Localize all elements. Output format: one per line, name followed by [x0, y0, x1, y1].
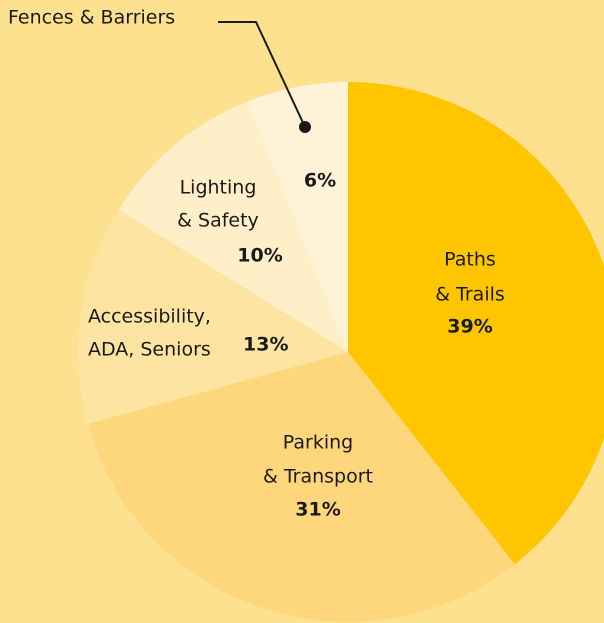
callout-line	[218, 21, 306, 128]
slice-label: & Safety	[177, 210, 259, 232]
slice-label: Lighting	[180, 177, 257, 199]
slice-label: Parking	[283, 432, 353, 454]
pie-slice	[247, 82, 348, 352]
callout-dot	[299, 121, 311, 133]
slice-label: ADA, Seniors	[88, 339, 211, 361]
slice-value-label: 39%	[447, 316, 492, 338]
slice-value-label: 13%	[243, 334, 288, 356]
slice-label: Paths	[444, 249, 496, 271]
slice-value-label: 10%	[237, 245, 282, 267]
slice-value-label: 6%	[304, 170, 336, 192]
pie-slice	[118, 101, 349, 352]
slice-label: & Trails	[435, 284, 505, 306]
pie-slice	[348, 82, 604, 565]
slice-label: & Transport	[263, 466, 373, 488]
pie-slice	[87, 352, 515, 622]
slice-label: Fences & Barriers	[8, 7, 175, 29]
pie-slice	[78, 209, 349, 424]
slice-value-label: 31%	[295, 499, 340, 521]
slice-label: Accessibility,	[88, 306, 211, 328]
